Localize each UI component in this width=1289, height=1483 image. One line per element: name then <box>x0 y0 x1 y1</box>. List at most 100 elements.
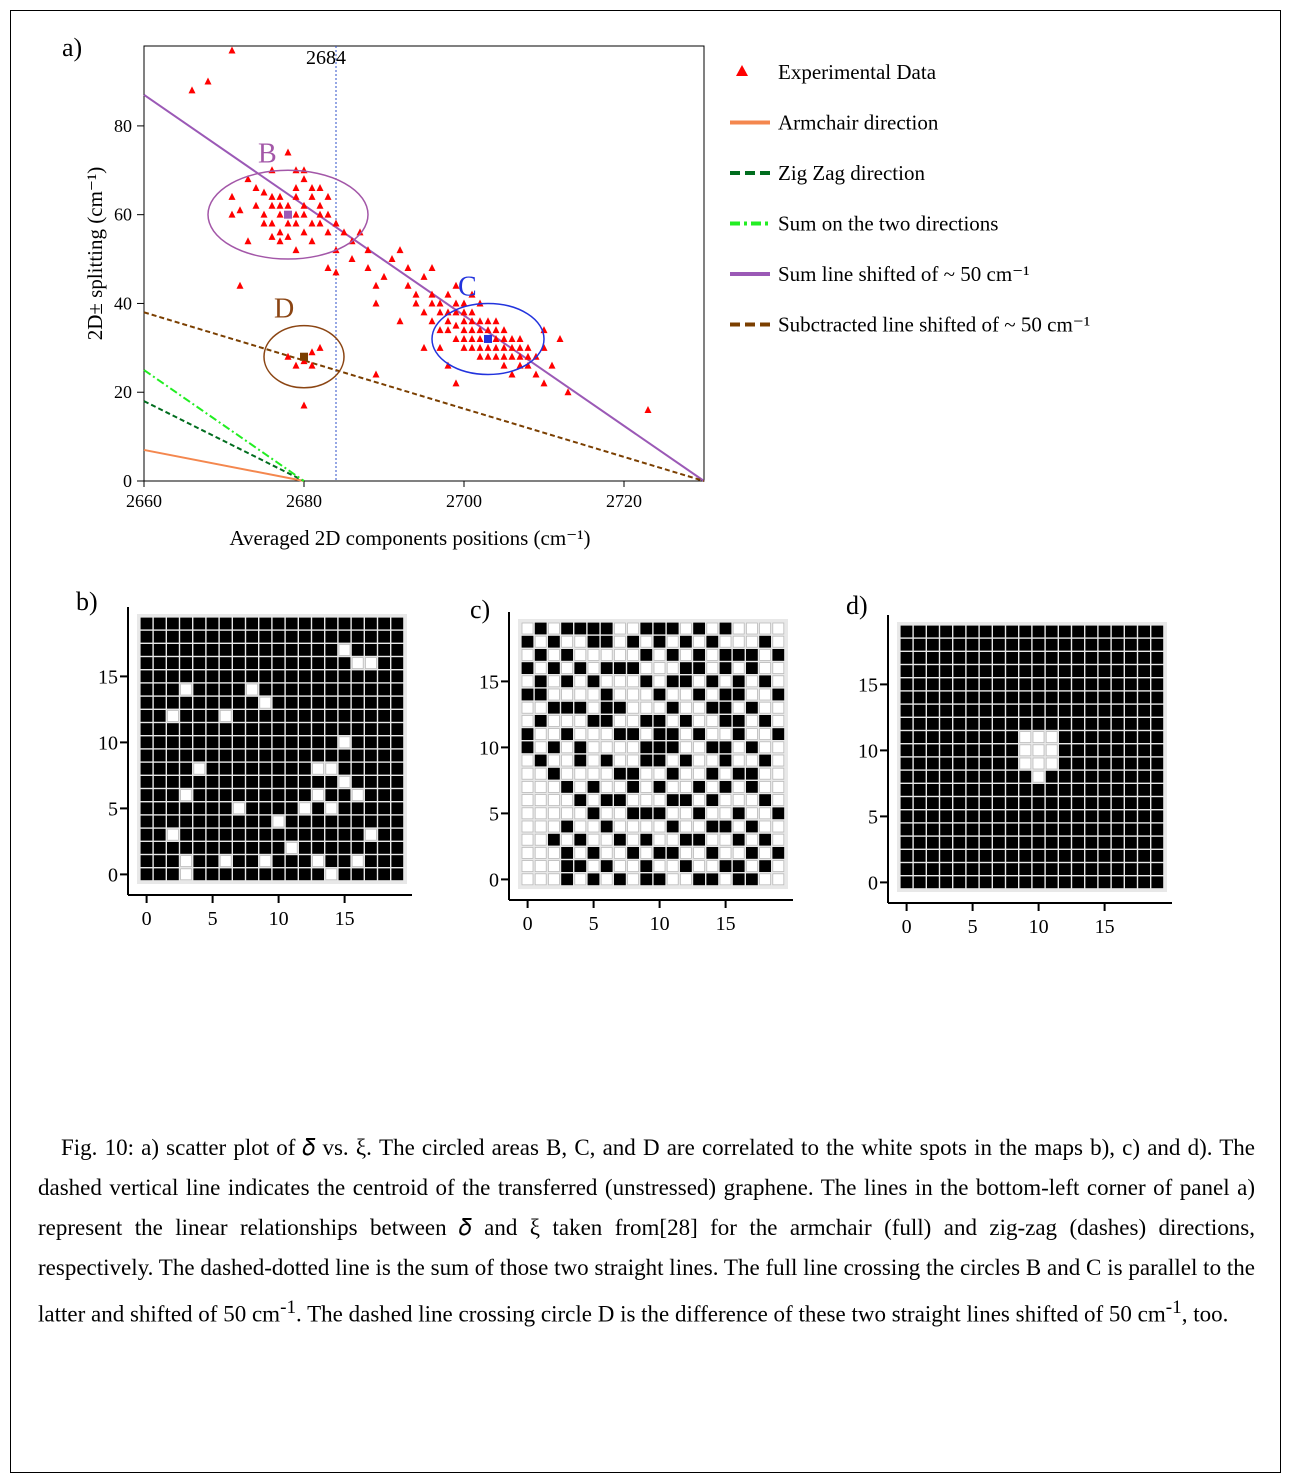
map-cell <box>364 644 377 656</box>
map-cell <box>966 797 979 809</box>
map-cell <box>953 784 966 796</box>
map-cell <box>1085 731 1098 743</box>
map-cell <box>312 828 325 841</box>
map-cell <box>259 683 272 696</box>
map-cell <box>759 635 771 648</box>
map-cell <box>338 670 351 683</box>
map-cell <box>993 678 1005 691</box>
map-cell <box>614 741 626 754</box>
map-cell <box>246 762 259 775</box>
map-cell <box>574 807 587 820</box>
map-cell <box>1125 757 1137 770</box>
map-cell <box>1006 757 1018 770</box>
map-cell <box>574 701 587 714</box>
map-cell <box>1085 850 1098 862</box>
map-cell <box>219 630 232 643</box>
map-cell <box>1111 770 1124 783</box>
map-cell <box>1045 652 1058 664</box>
map-cell <box>913 823 926 836</box>
map-cell <box>587 715 600 727</box>
map-cell <box>627 767 639 780</box>
map-cell <box>561 622 573 635</box>
map-cell <box>627 847 639 859</box>
map-cell <box>364 670 377 683</box>
map-cell <box>193 630 206 643</box>
map-cell <box>666 741 679 754</box>
map-cell <box>1138 823 1150 836</box>
map-cell <box>966 691 979 704</box>
map-cell <box>1006 823 1018 836</box>
map-cell <box>927 731 939 743</box>
map-cell <box>246 855 259 867</box>
map-cell <box>391 644 404 656</box>
map-cell <box>140 723 153 735</box>
map-cell <box>927 638 939 651</box>
map-cell <box>759 662 771 674</box>
map-cell <box>206 736 219 749</box>
map-cell <box>706 688 719 701</box>
map-cell <box>1098 850 1111 862</box>
map-cell <box>206 696 219 709</box>
map-cell <box>259 762 272 775</box>
map-cell <box>1138 625 1150 638</box>
map-cell <box>285 617 298 630</box>
map-cell <box>927 810 939 823</box>
map-cell <box>900 863 913 875</box>
map-cell <box>1138 784 1150 796</box>
map-cell <box>1098 665 1111 677</box>
map-cell <box>272 776 285 788</box>
map-cell <box>140 657 153 669</box>
map-cell <box>364 749 377 762</box>
map-cell <box>180 710 193 722</box>
map-cell <box>1111 704 1124 717</box>
map-cell <box>246 789 259 801</box>
map-cell <box>1085 665 1098 677</box>
map-cell <box>614 635 626 648</box>
data-point <box>324 228 332 236</box>
map-cell <box>391 842 404 854</box>
map-cell <box>232 683 245 696</box>
map-cell <box>378 789 391 801</box>
map-cell <box>1045 836 1058 849</box>
data-point <box>316 184 324 192</box>
map-cell <box>993 770 1005 783</box>
map-cell <box>693 662 705 674</box>
map-cell <box>940 784 952 796</box>
map-cell <box>640 715 653 727</box>
map-cell <box>680 860 692 872</box>
data-point <box>324 210 332 218</box>
map-cell <box>193 710 206 722</box>
map-cell <box>259 789 272 801</box>
map-cell <box>1006 836 1018 849</box>
data-point <box>204 77 212 85</box>
map-cell <box>391 630 404 643</box>
map-cell <box>772 833 785 846</box>
series-line <box>143 94 705 482</box>
data-point <box>228 192 236 200</box>
map-cell <box>534 847 547 859</box>
map-cell <box>180 683 193 696</box>
map-cell <box>232 670 245 683</box>
legend-label: Subctracted line shifted of ~ 50 cm⁻¹ <box>778 313 1090 337</box>
data-point <box>452 334 460 342</box>
map-cell <box>614 794 626 806</box>
map-cell <box>966 718 979 730</box>
map-cell <box>1045 744 1058 757</box>
map-cell <box>153 802 166 815</box>
map-cell <box>180 644 193 656</box>
map-cell <box>521 754 534 767</box>
map-cell <box>548 807 560 820</box>
map-x-tick-label: 5 <box>208 908 218 930</box>
data-point <box>260 188 268 196</box>
map-cell <box>1072 678 1084 691</box>
data-point <box>436 343 444 351</box>
map-cell <box>1111 744 1124 757</box>
map-cell <box>979 744 992 757</box>
panel-b-label: b) <box>76 587 98 616</box>
data-point <box>444 290 452 298</box>
map-cell <box>732 794 745 806</box>
map-cell <box>953 625 966 638</box>
map-cell <box>574 622 587 635</box>
map-cell <box>1111 757 1124 770</box>
map-cell <box>325 776 338 788</box>
